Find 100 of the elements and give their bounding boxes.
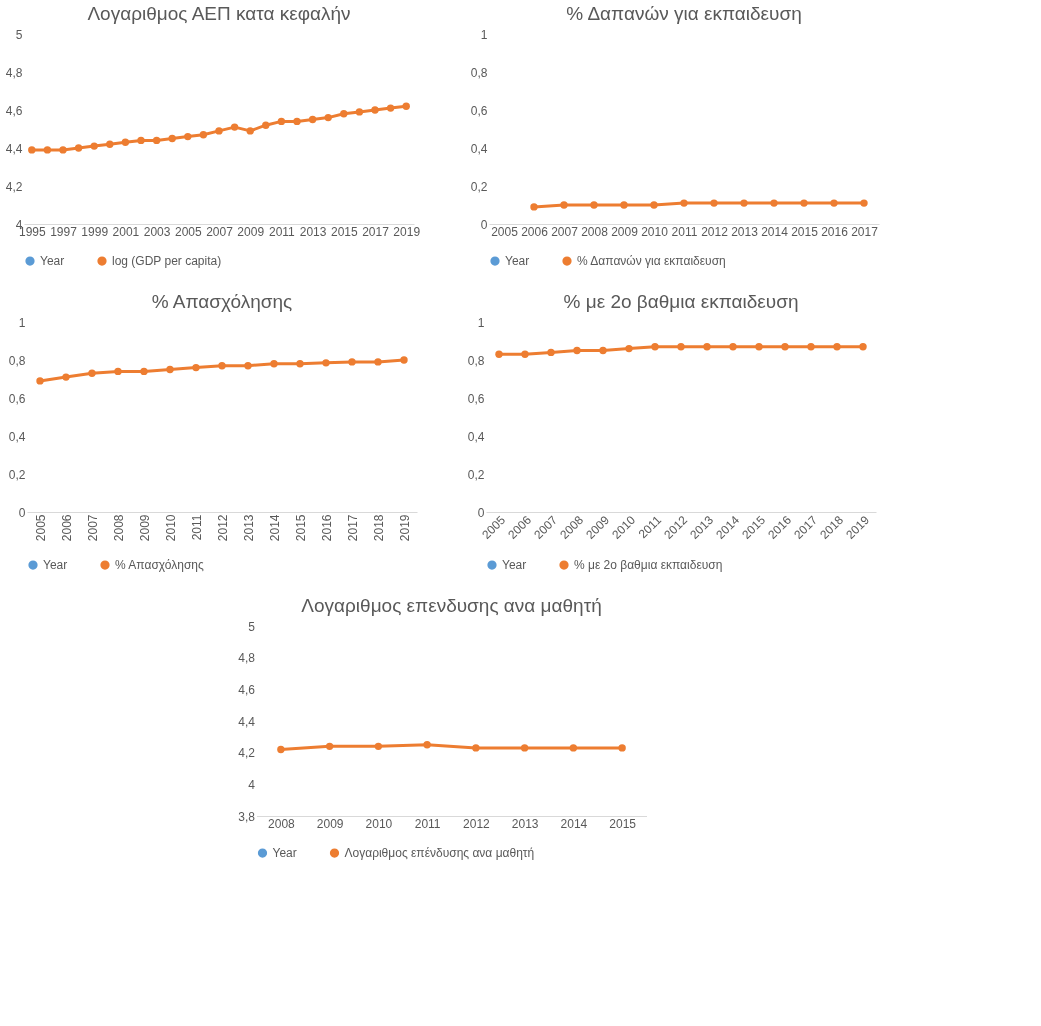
legend-label: Year — [40, 254, 65, 269]
x-tick-label: 2011 — [671, 224, 698, 239]
x-tick-label: 2017 — [851, 224, 879, 239]
y-tick-label: 0,4 — [8, 429, 26, 444]
point — [43, 146, 52, 154]
y-tick-label: 4,8 — [238, 651, 256, 666]
point — [246, 127, 254, 135]
y-tick-label: 4,2 — [5, 179, 23, 194]
x-tick-label: 2019 — [397, 514, 412, 542]
x-tick-label: 2012 — [701, 224, 729, 239]
point — [218, 362, 226, 370]
x-tick-label: 2013 — [731, 224, 759, 239]
point — [296, 360, 304, 368]
point — [192, 363, 200, 372]
y-tick-label: 5 — [248, 619, 256, 634]
point — [374, 358, 382, 366]
point — [324, 113, 332, 122]
x-tick-label: 2019 — [393, 224, 421, 239]
x-tick-label: 2011 — [268, 224, 296, 239]
x-tick-label: 2005 — [174, 224, 202, 239]
point — [184, 132, 192, 141]
point — [166, 365, 174, 374]
point — [199, 131, 208, 139]
legend-label: Year — [43, 558, 68, 573]
x-tick-label: 2009 — [316, 816, 344, 831]
x-tick-label: 2010 — [163, 514, 178, 542]
legend-label: % με 2ο βαθμια εκπαιδευση — [574, 558, 723, 573]
chart-title: % Απασχόλησης — [151, 291, 293, 312]
point — [215, 127, 223, 135]
x-tick-label: 2015 — [293, 514, 308, 542]
legend-label: Year — [272, 846, 297, 861]
x-tick-label: 2009 — [611, 224, 639, 239]
y-tick-label: 0 — [477, 505, 485, 520]
y-tick-label: 0,2 — [470, 179, 488, 194]
point — [106, 140, 114, 148]
y-tick-label: 4 — [248, 777, 256, 792]
y-tick-label: 4,6 — [238, 682, 256, 697]
y-tick-label: 0,4 — [470, 141, 488, 156]
chart-title: % με 2ο βαθμια εκπαιδευση — [563, 291, 799, 312]
x-tick-label: 2017 — [345, 514, 360, 542]
x-tick-label: 2016 — [821, 224, 849, 239]
point — [277, 117, 286, 126]
x-tick-label: 2011 — [189, 514, 204, 541]
point — [371, 106, 379, 114]
legend-label: Year — [502, 558, 527, 573]
point — [114, 367, 122, 376]
point — [262, 121, 270, 129]
x-tick-label: 2012 — [215, 514, 230, 542]
legend-label: Year — [505, 254, 530, 269]
y-tick-label: 0,6 — [8, 391, 26, 406]
legend-label: % Δαπανών για εκπαιδευση — [577, 254, 726, 269]
x-tick-label: 2014 — [267, 514, 282, 542]
y-tick-label: 0,8 — [467, 353, 485, 368]
x-tick-label: 2010 — [365, 816, 393, 831]
x-tick-label: 2016 — [319, 514, 334, 542]
chart-title: % Δαπανών για εκπαιδευση — [566, 3, 802, 24]
chart-title: Λογαριθμος ΑΕΠ κατα κεφαλήν — [87, 3, 351, 24]
point — [355, 108, 364, 116]
y-tick-label: 1 — [477, 315, 485, 330]
x-tick-label: 2006 — [59, 514, 74, 542]
point — [386, 104, 395, 112]
point — [152, 136, 161, 145]
x-tick-label: 2007 — [85, 514, 100, 542]
y-tick-label: 0 — [18, 505, 26, 520]
point — [293, 117, 301, 126]
y-tick-label: 0,4 — [467, 429, 485, 444]
point — [168, 134, 176, 143]
x-tick-label: 2003 — [143, 224, 171, 239]
y-tick-label: 4,4 — [5, 141, 23, 156]
point — [140, 367, 148, 376]
x-tick-label: 2005 — [33, 514, 48, 542]
y-tick-label: 1 — [480, 27, 488, 42]
y-tick-label: 4,6 — [5, 103, 23, 118]
x-tick-label: 2007 — [551, 224, 579, 239]
point — [74, 144, 83, 152]
x-tick-label: 2009 — [137, 514, 152, 542]
point — [88, 369, 96, 377]
point — [28, 146, 36, 154]
point — [270, 360, 278, 368]
x-tick-label: 2013 — [299, 224, 327, 239]
y-tick-label: 0,6 — [470, 103, 488, 118]
point — [121, 138, 130, 146]
x-tick-label: 2010 — [641, 224, 669, 239]
x-tick-label: 2008 — [111, 514, 126, 542]
y-tick-label: 4,8 — [5, 65, 23, 80]
point — [59, 146, 67, 154]
point — [90, 142, 98, 150]
x-tick-label: 2012 — [463, 816, 491, 831]
point — [62, 373, 70, 381]
x-tick-label: 2015 — [791, 224, 819, 239]
chart-title: Λογαριθμος επενδυσης ανα μαθητή — [301, 595, 602, 616]
point — [402, 102, 410, 110]
x-tick-label: 2005 — [491, 224, 519, 239]
x-tick-label: 2017 — [362, 224, 390, 239]
x-tick-label: 1997 — [50, 224, 78, 239]
y-tick-label: 0,2 — [467, 467, 485, 482]
point — [400, 356, 408, 364]
x-tick-label: 2001 — [112, 224, 140, 239]
x-tick-label: 2015 — [609, 816, 637, 831]
legend-label: Λογαριθμος επένδυσης ανα μαθητή — [344, 846, 535, 861]
